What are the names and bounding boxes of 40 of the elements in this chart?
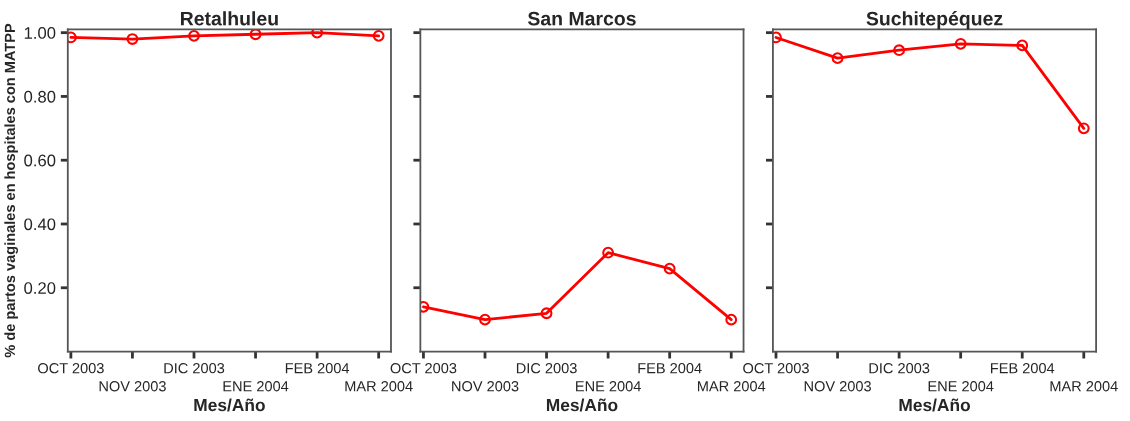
point [893, 44, 906, 57]
y-tick-label: 0.20 [24, 282, 56, 294]
y-axis-title: % de partos vaginales en hospitales con MATPP [4, 23, 18, 358]
point [663, 262, 676, 275]
point [540, 307, 553, 320]
x-tick-label: FEB 2004 [638, 363, 702, 374]
x-axis-title: Mes/Año [546, 398, 618, 412]
x-tick-label: DIC 2003 [164, 363, 225, 374]
x-tick-label: NOV 2003 [99, 381, 166, 392]
y-tick-label: 0.60 [24, 154, 56, 167]
x-tick-label: OCT 2003 [743, 363, 809, 374]
x-tick-label: MAR 2004 [345, 381, 413, 392]
x-tick-label: MAR 2004 [697, 381, 766, 392]
point [479, 313, 491, 326]
y-tick-label: 1.00 [24, 27, 56, 39]
x-tick-label: FEB 2004 [991, 363, 1055, 374]
x-tick-label: DIC 2003 [869, 363, 930, 374]
chart-title: San Marcos [527, 11, 636, 26]
point [1016, 39, 1029, 52]
point [1077, 122, 1090, 135]
x-tick-label: NOV 2003 [452, 381, 519, 392]
y-tick-label: 0.80 [24, 90, 56, 103]
x-tick-label: OCT 2003 [38, 363, 104, 374]
x-tick-label: ENE 2004 [223, 381, 289, 392]
x-tick-label: FEB 2004 [285, 363, 350, 374]
point [725, 313, 738, 326]
x-tick-label: MAR 2004 [1050, 381, 1118, 392]
x-tick-label: NOV 2003 [804, 381, 871, 392]
point [954, 37, 967, 50]
x-tick-label: ENE 2004 [576, 381, 641, 392]
x-tick-label: ENE 2004 [928, 381, 994, 392]
x-tick-label: DIC 2003 [516, 363, 577, 374]
x-tick-label: OCT 2003 [390, 363, 457, 374]
point [831, 52, 844, 65]
point [602, 246, 615, 259]
x-axis-title: Mes/Año [194, 398, 265, 412]
x-axis-title: Mes/Año [899, 398, 971, 412]
y-tick-label: 0.40 [24, 218, 56, 231]
chart-title: Retalhuleu [181, 11, 278, 26]
chart-title: Suchitepéquez [866, 11, 1003, 30]
